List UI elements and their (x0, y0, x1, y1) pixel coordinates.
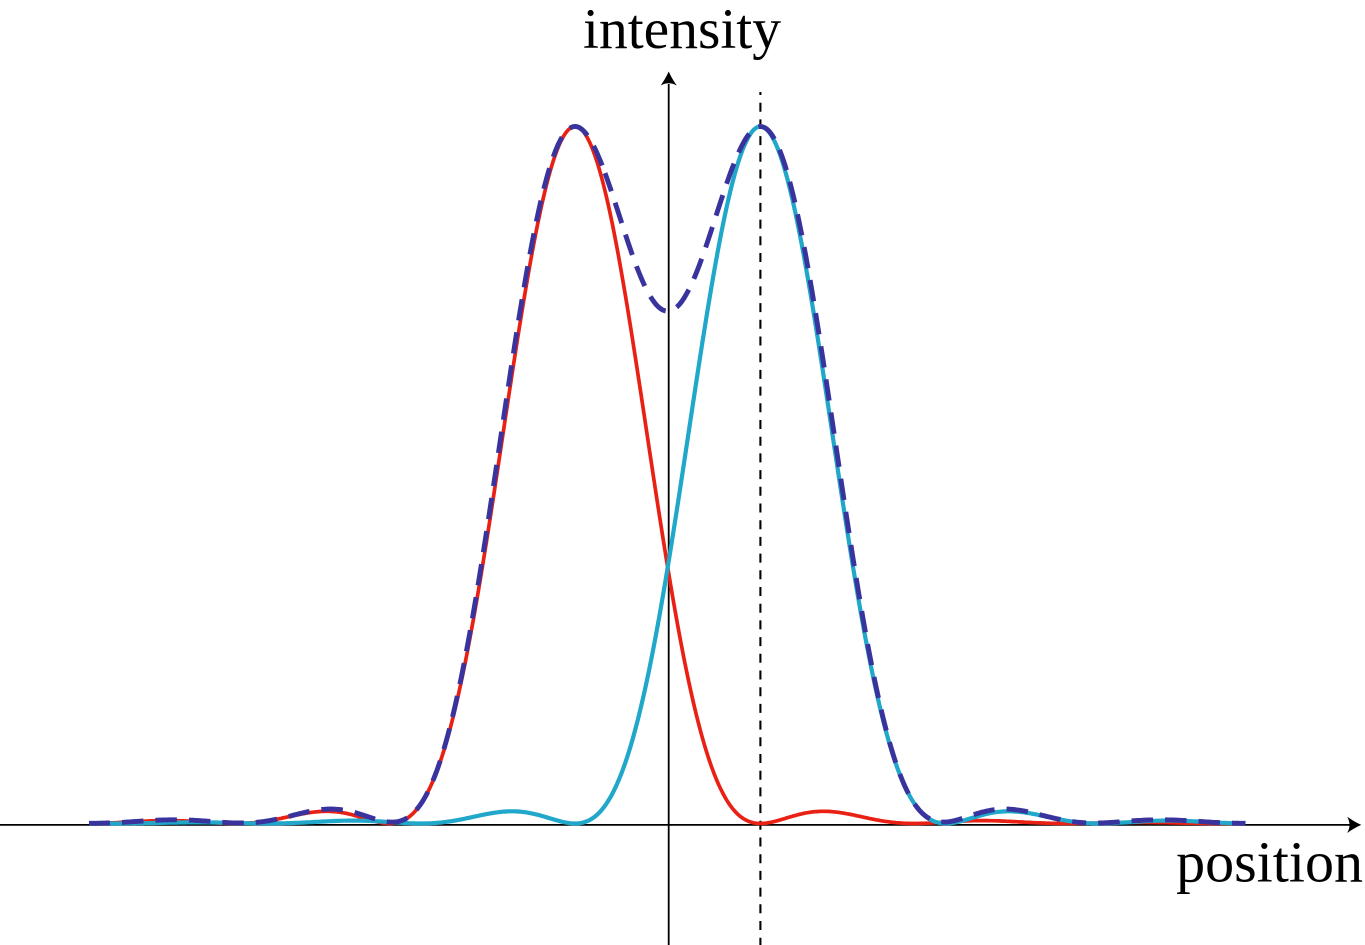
svg-text:intensity: intensity (583, 0, 781, 61)
svg-text:position: position (1176, 830, 1363, 895)
